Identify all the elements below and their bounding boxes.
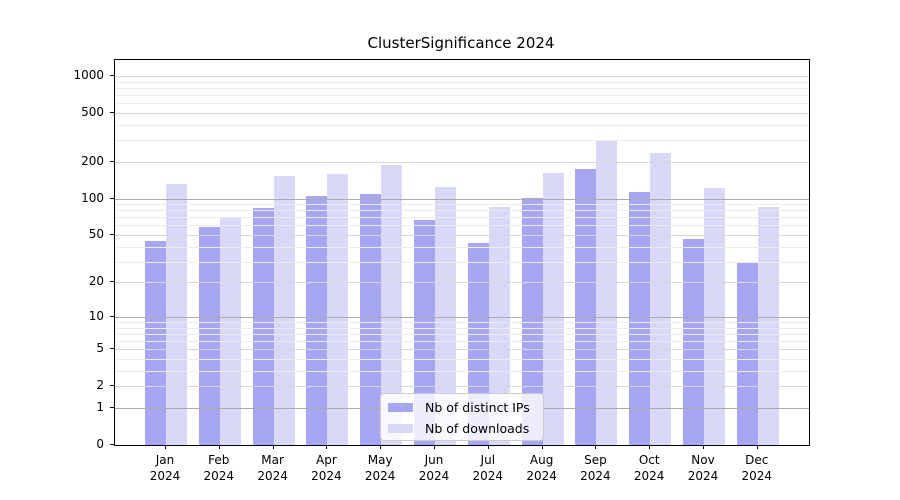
x-tick-label-nov: Nov 2024	[687, 453, 719, 483]
y-tick-mark-2	[110, 385, 114, 387]
x-tick-mark-oct	[649, 445, 651, 449]
bar-jul-downloads	[488, 207, 510, 445]
bar-oct-distinct-ips	[629, 192, 651, 445]
bar-aug-downloads	[542, 172, 564, 445]
bar-jun-distinct-ips	[414, 219, 435, 445]
x-tick-mark-nov	[703, 445, 704, 449]
bar-oct-downloads	[650, 152, 672, 445]
x-tick-mark-aug	[541, 445, 543, 449]
x-tick-label-mar: Mar 2024	[257, 453, 288, 483]
x-tick-mark-jun	[434, 445, 435, 449]
bar-jun-downloads	[435, 187, 456, 445]
y-tick-label-20: 20	[88, 274, 104, 289]
y-tick-mark-200	[110, 160, 114, 162]
y-tick-mark-100	[110, 197, 114, 199]
y-tick-label-1000: 1000	[73, 68, 104, 82]
bar-mar-distinct-ips	[252, 208, 274, 445]
bar-jan-downloads	[166, 183, 187, 445]
bar-aug-distinct-ips	[521, 198, 543, 445]
bar-nov-downloads	[704, 188, 725, 445]
bar-jan-distinct-ips	[145, 240, 166, 445]
bar-dec-downloads	[757, 207, 779, 445]
legend-swatch-downloads-icon	[388, 424, 413, 433]
legend-label-distinct-ips: Nb of distinct IPs	[425, 400, 530, 415]
plot-area	[114, 59, 810, 446]
x-tick-mark-dec	[756, 445, 758, 449]
y-tick-mark-1000	[110, 75, 114, 76]
y-tick-mark-20	[110, 281, 114, 283]
bar-apr-downloads	[327, 173, 349, 445]
y-tick-label-50: 50	[88, 227, 104, 241]
x-tick-label-aug: Aug 2024	[526, 453, 557, 483]
bar-may-distinct-ips	[360, 193, 382, 445]
x-tick-label-oct: Oct 2024	[633, 453, 665, 483]
x-tick-label-jun: Jun 2024	[418, 453, 450, 483]
bar-apr-distinct-ips	[306, 195, 328, 445]
x-tick-label-feb: Feb 2024	[203, 453, 235, 483]
bar-sep-distinct-ips	[575, 168, 597, 445]
y-tick-mark-500	[110, 112, 114, 113]
bar-dec-distinct-ips	[736, 263, 758, 445]
y-tick-label-5: 5	[96, 341, 104, 356]
x-tick-mark-jan	[165, 445, 166, 449]
x-tick-label-jul: Jul 2024	[472, 453, 504, 483]
chart-title: ClusterSignificance 2024	[367, 34, 555, 52]
legend-swatch-distinct-ips-icon	[388, 403, 413, 412]
bar-sep-downloads	[596, 140, 618, 445]
y-tick-mark-5	[110, 348, 114, 350]
legend: Nb of distinct IPs Nb of downloads	[380, 393, 544, 441]
y-tick-mark-50	[110, 234, 114, 235]
y-tick-label-100: 100	[81, 190, 104, 205]
x-tick-label-jan: Jan 2024	[149, 453, 181, 483]
bar-feb-distinct-ips	[198, 227, 220, 445]
legend-row-downloads: Nb of downloads	[388, 418, 537, 439]
x-tick-mark-sep	[595, 445, 597, 449]
x-tick-mark-may	[380, 445, 382, 449]
x-tick-mark-feb	[218, 445, 220, 449]
x-tick-mark-jul	[487, 445, 489, 449]
y-tick-label-1: 1	[96, 400, 104, 414]
bar-feb-downloads	[219, 217, 241, 445]
bars-layer	[115, 60, 809, 445]
y-tick-label-0: 0	[96, 437, 104, 451]
legend-label-downloads: Nb of downloads	[425, 421, 530, 436]
x-tick-label-sep: Sep 2024	[580, 453, 611, 483]
legend-row-distinct-ips: Nb of distinct IPs	[388, 397, 537, 418]
y-tick-label-200: 200	[81, 153, 104, 168]
y-tick-mark-1	[110, 407, 114, 408]
x-tick-label-apr: Apr 2024	[311, 453, 342, 483]
x-tick-mark-mar	[272, 445, 274, 449]
x-tick-mark-apr	[326, 445, 328, 449]
y-tick-label-2: 2	[96, 378, 104, 393]
x-tick-label-dec: Dec 2024	[741, 453, 773, 483]
y-tick-label-10: 10	[88, 308, 104, 323]
y-tick-mark-0	[110, 444, 114, 445]
x-tick-label-may: May 2024	[364, 453, 396, 483]
y-tick-mark-10	[110, 315, 114, 317]
y-tick-label-500: 500	[81, 105, 104, 119]
bar-mar-downloads	[273, 176, 295, 445]
bar-nov-distinct-ips	[683, 239, 704, 445]
